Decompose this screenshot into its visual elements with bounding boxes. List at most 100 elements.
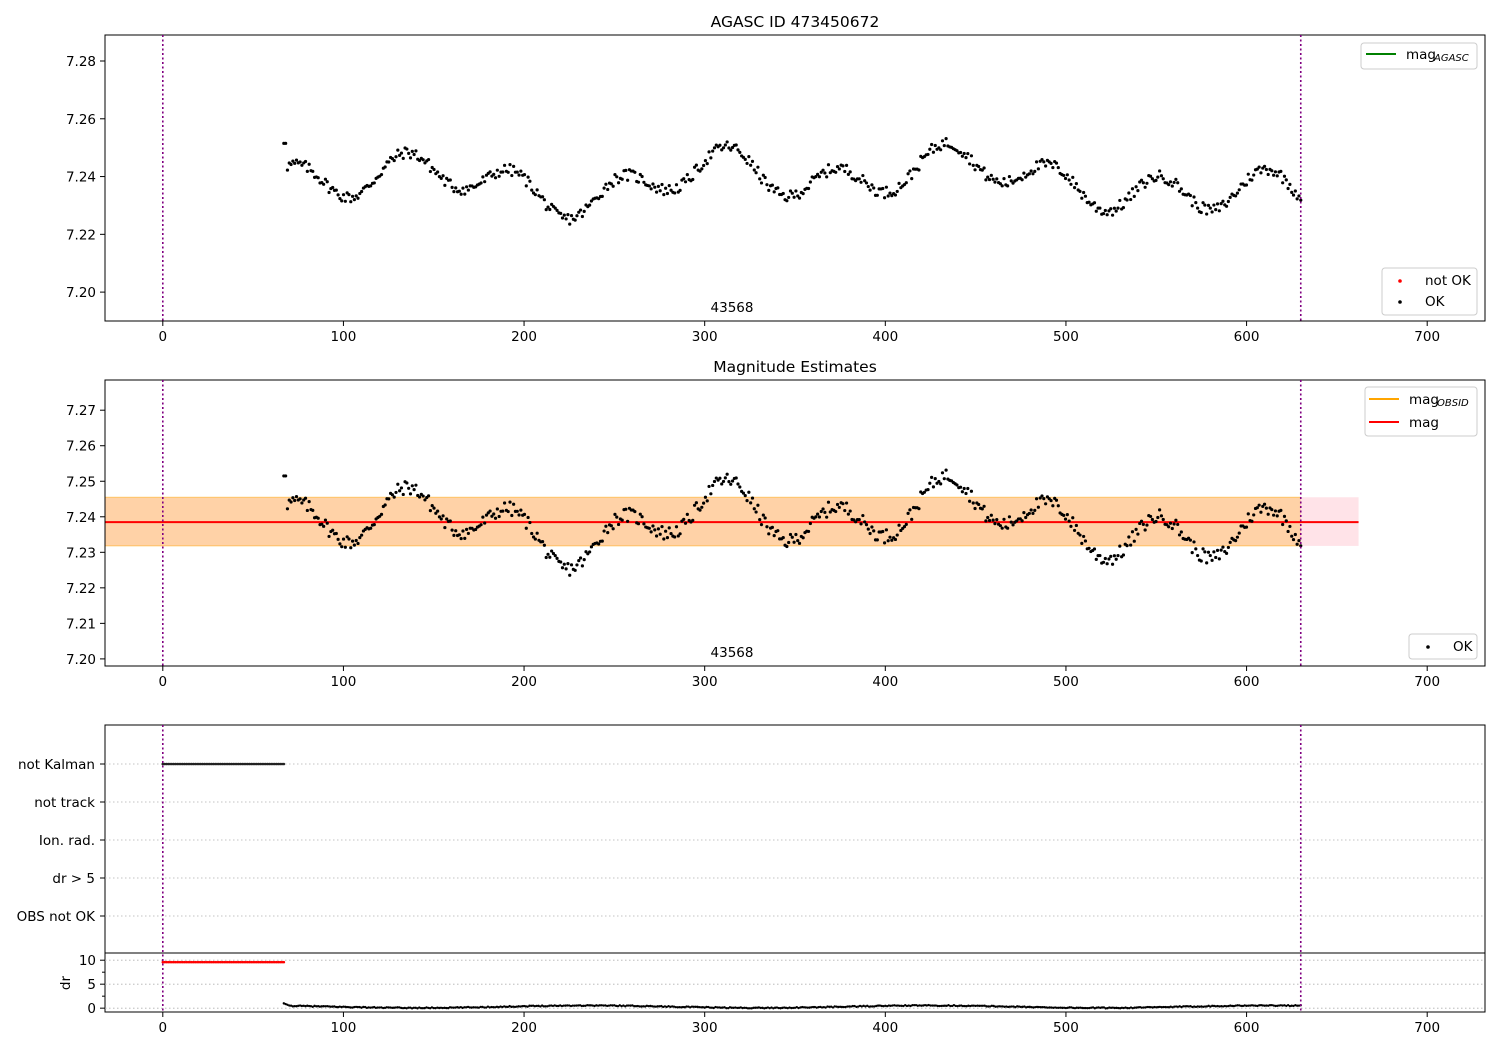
- dr-ok-point: [983, 1004, 986, 1007]
- dr-ok-point: [1272, 1004, 1275, 1007]
- agasc-data-point: [540, 195, 545, 199]
- dr-ok-point: [1169, 1005, 1172, 1008]
- dr-ok-point: [573, 1004, 576, 1007]
- flag-point: [242, 762, 246, 766]
- dr-ok-point: [298, 1004, 302, 1007]
- agasc-data-point: [1250, 178, 1254, 182]
- dr-ok-point: [363, 1005, 367, 1009]
- dr-ok-point: [513, 1005, 517, 1009]
- magnitude-data-point: [958, 485, 963, 489]
- magnitude-data-point: [1224, 551, 1229, 555]
- agasc-data-point: [1255, 167, 1259, 171]
- flag-point: [194, 762, 197, 766]
- dr-ok-point: [1276, 1004, 1279, 1008]
- dr-ok-point: [1286, 1003, 1290, 1007]
- magnitude-data-point: [790, 535, 794, 539]
- agasc-data-point: [691, 177, 695, 182]
- magnitude-data-point: [1129, 543, 1133, 547]
- magnitude-data-point: [678, 532, 682, 536]
- dr-ok-point: [867, 1005, 871, 1008]
- magnitude-data-point: [857, 517, 861, 522]
- dr-ok-point: [625, 1004, 629, 1007]
- agasc-data-point: [464, 185, 469, 189]
- magnitude-data-point: [933, 477, 937, 481]
- magnitude-data-point: [615, 515, 619, 519]
- agasc-data-point: [895, 189, 899, 194]
- dr-ok-point: [1003, 1005, 1006, 1008]
- magnitude-data-point: [1148, 514, 1153, 519]
- legend-ok-label: OK: [1425, 294, 1446, 310]
- dr-not-ok-point: [277, 960, 280, 964]
- dr-ok-point: [558, 1004, 562, 1007]
- agasc-data-point: [1109, 207, 1113, 211]
- magnitude-data-point: [1219, 548, 1223, 552]
- dr-ok-point: [1277, 1004, 1281, 1007]
- dr-ok-point: [932, 1004, 936, 1007]
- dr-ok-point: [1120, 1006, 1124, 1010]
- magnitude-data-point: [1259, 510, 1263, 514]
- dr-ok-point: [580, 1004, 584, 1008]
- dr-ok-point: [569, 1004, 573, 1008]
- magnitude-data-point: [322, 524, 326, 528]
- agasc-data-point: [284, 141, 288, 145]
- magnitude-data-point: [819, 509, 823, 514]
- agasc-data-point: [819, 170, 823, 174]
- magnitude-data-point: [1054, 498, 1059, 502]
- magnitude-data-point: [1159, 514, 1164, 518]
- agasc-data-point: [524, 184, 528, 188]
- dr-ok-point: [750, 1007, 753, 1010]
- agasc-data-point: [987, 177, 992, 182]
- dr-ok-point: [902, 1004, 905, 1008]
- magnitude-data-point: [692, 503, 697, 507]
- flags-points: [161, 762, 286, 766]
- dr-ok-point: [813, 1005, 817, 1009]
- dr-ok-point: [486, 1005, 490, 1008]
- magnitude-data-point: [399, 486, 404, 490]
- magnitude-data-point: [1281, 522, 1285, 527]
- magnitude-data-point: [1121, 553, 1126, 557]
- agasc-data-point: [350, 194, 355, 198]
- dr-ok-point: [658, 1005, 661, 1008]
- magnitude-data-point: [792, 540, 796, 544]
- magnitude-data-point: [600, 539, 604, 543]
- magnitude-data-point: [834, 509, 838, 514]
- agasc-data-point: [1072, 186, 1077, 190]
- dr-ok-point: [481, 1005, 484, 1009]
- agasc-data-point: [658, 189, 662, 193]
- flag-point: [170, 762, 174, 766]
- agasc-data-point: [1069, 182, 1073, 186]
- magnitude-data-point: [756, 503, 760, 507]
- dr-ok-point: [533, 1005, 537, 1008]
- agasc-data-point: [428, 169, 432, 174]
- dr-ok-point: [474, 1006, 477, 1009]
- dr-ok-point: [338, 1005, 342, 1008]
- dr-not-ok-point: [194, 960, 197, 964]
- magnitude-data-point: [1190, 551, 1194, 555]
- dr-ok-point: [985, 1005, 988, 1008]
- agasc-data-point: [698, 169, 702, 173]
- dr-ok-point: [958, 1004, 961, 1007]
- magnitude-data-point: [432, 506, 436, 510]
- magnitude-data-point: [781, 536, 785, 540]
- dr-not-ok-point: [204, 960, 208, 964]
- magnitude-data-point: [1044, 502, 1048, 506]
- magnitude-data-point: [564, 567, 568, 571]
- magnitude-data-point: [611, 527, 615, 531]
- magnitude-data-point: [823, 510, 827, 514]
- magnitude-data-point: [714, 476, 718, 480]
- dr-ok-point: [596, 1004, 600, 1007]
- dr-ok-point: [1176, 1005, 1180, 1008]
- magnitude-data-point: [1094, 557, 1098, 561]
- agasc-data-point: [542, 198, 546, 202]
- dr-ok-point: [504, 1005, 508, 1009]
- dr-ok-point: [842, 1005, 845, 1009]
- magnitude-data-point: [968, 499, 972, 503]
- dr-ok-point: [403, 1006, 407, 1010]
- agasc-data-point: [908, 169, 912, 173]
- dr-ok-point: [773, 1006, 777, 1009]
- flag-point: [275, 762, 278, 766]
- dr-ok-point: [961, 1004, 965, 1008]
- agasc-data-point: [995, 177, 999, 181]
- agasc-data-point: [730, 145, 735, 150]
- flag-point: [246, 762, 249, 766]
